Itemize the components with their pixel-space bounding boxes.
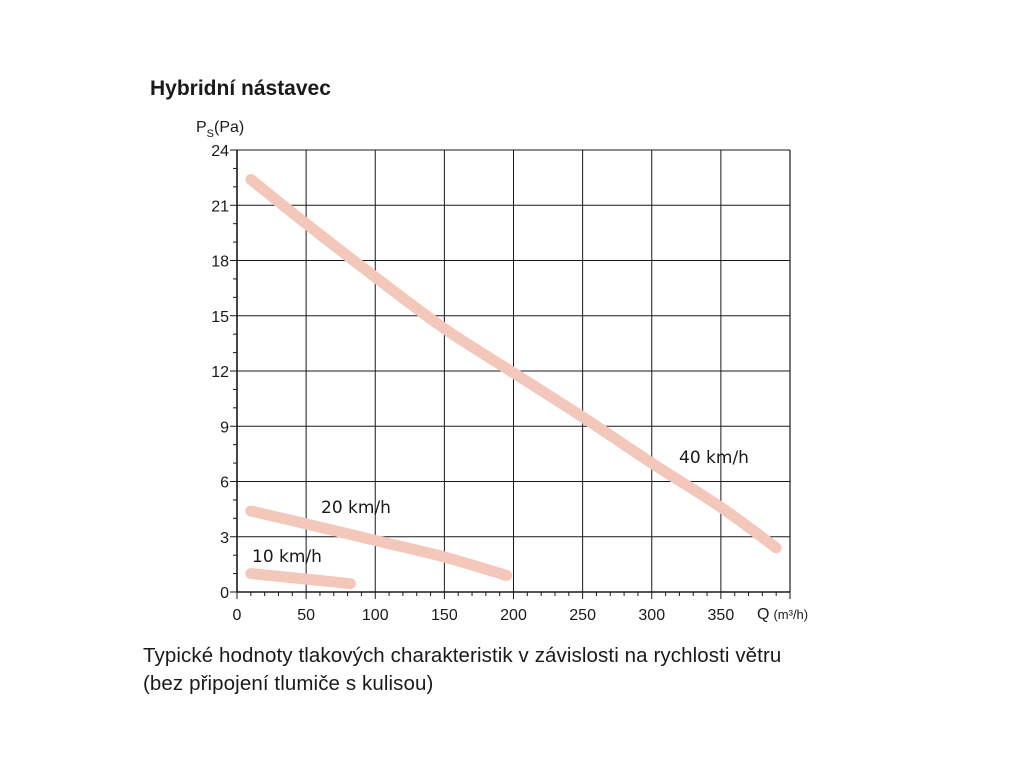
chart-title: Hybridní nástavec <box>150 77 331 100</box>
x-tick-label: 50 <box>297 607 315 624</box>
x-tick-label: 250 <box>569 607 596 624</box>
y-tick-label: 3 <box>220 530 229 547</box>
y-tick-label: 15 <box>211 309 229 326</box>
series-line-40-km-h <box>245 173 782 554</box>
y-tick-label: 9 <box>220 419 229 436</box>
series-label-40-km-h: 40 km/h <box>679 448 749 468</box>
y-tick-label: 0 <box>220 585 229 602</box>
y-axis-label-sub: S <box>207 128 214 140</box>
y-axis-label-unit: (Pa) <box>214 119 244 136</box>
series-label-10-km-h: 10 km/h <box>252 547 322 567</box>
x-tick-label: 350 <box>708 607 735 624</box>
y-tick-label: 18 <box>211 254 229 271</box>
x-axis-label-unit: (m³/h) <box>773 607 808 622</box>
y-tick-label: 24 <box>211 143 229 160</box>
y-axis-label: PS(Pa) <box>196 119 244 140</box>
y-tick-label: 12 <box>211 364 229 381</box>
y-tick-label: 6 <box>220 475 229 492</box>
y-tick-label: 21 <box>211 198 229 215</box>
x-axis-label-main: Q <box>757 606 769 623</box>
caption-line-2: (bez připojení tlumiče s kulisou) <box>143 672 434 695</box>
chart-ticks: 0 50 100 150 200 250 300 350 0 3 6 9 12 15 18 21 24 <box>211 143 791 624</box>
series-line-20-km-h <box>245 505 513 581</box>
x-tick-label: 300 <box>638 607 665 624</box>
y-axis-label-main: P <box>196 119 207 136</box>
x-tick-label: 200 <box>500 607 527 624</box>
chart-labels: 40 km/h 20 km/h 10 km/h <box>252 448 749 567</box>
x-tick-label: 150 <box>431 607 458 624</box>
caption-line-1: Typické hodnoty tlakových charakteristik… <box>143 644 782 667</box>
x-tick-label: 100 <box>362 607 389 624</box>
chart-curves <box>245 173 782 590</box>
series-line-10-km-h <box>245 568 356 590</box>
x-axis-label: Q (m³/h) <box>757 606 808 623</box>
x-tick-label: 0 <box>233 607 242 624</box>
series-label-20-km-h: 20 km/h <box>321 498 391 518</box>
